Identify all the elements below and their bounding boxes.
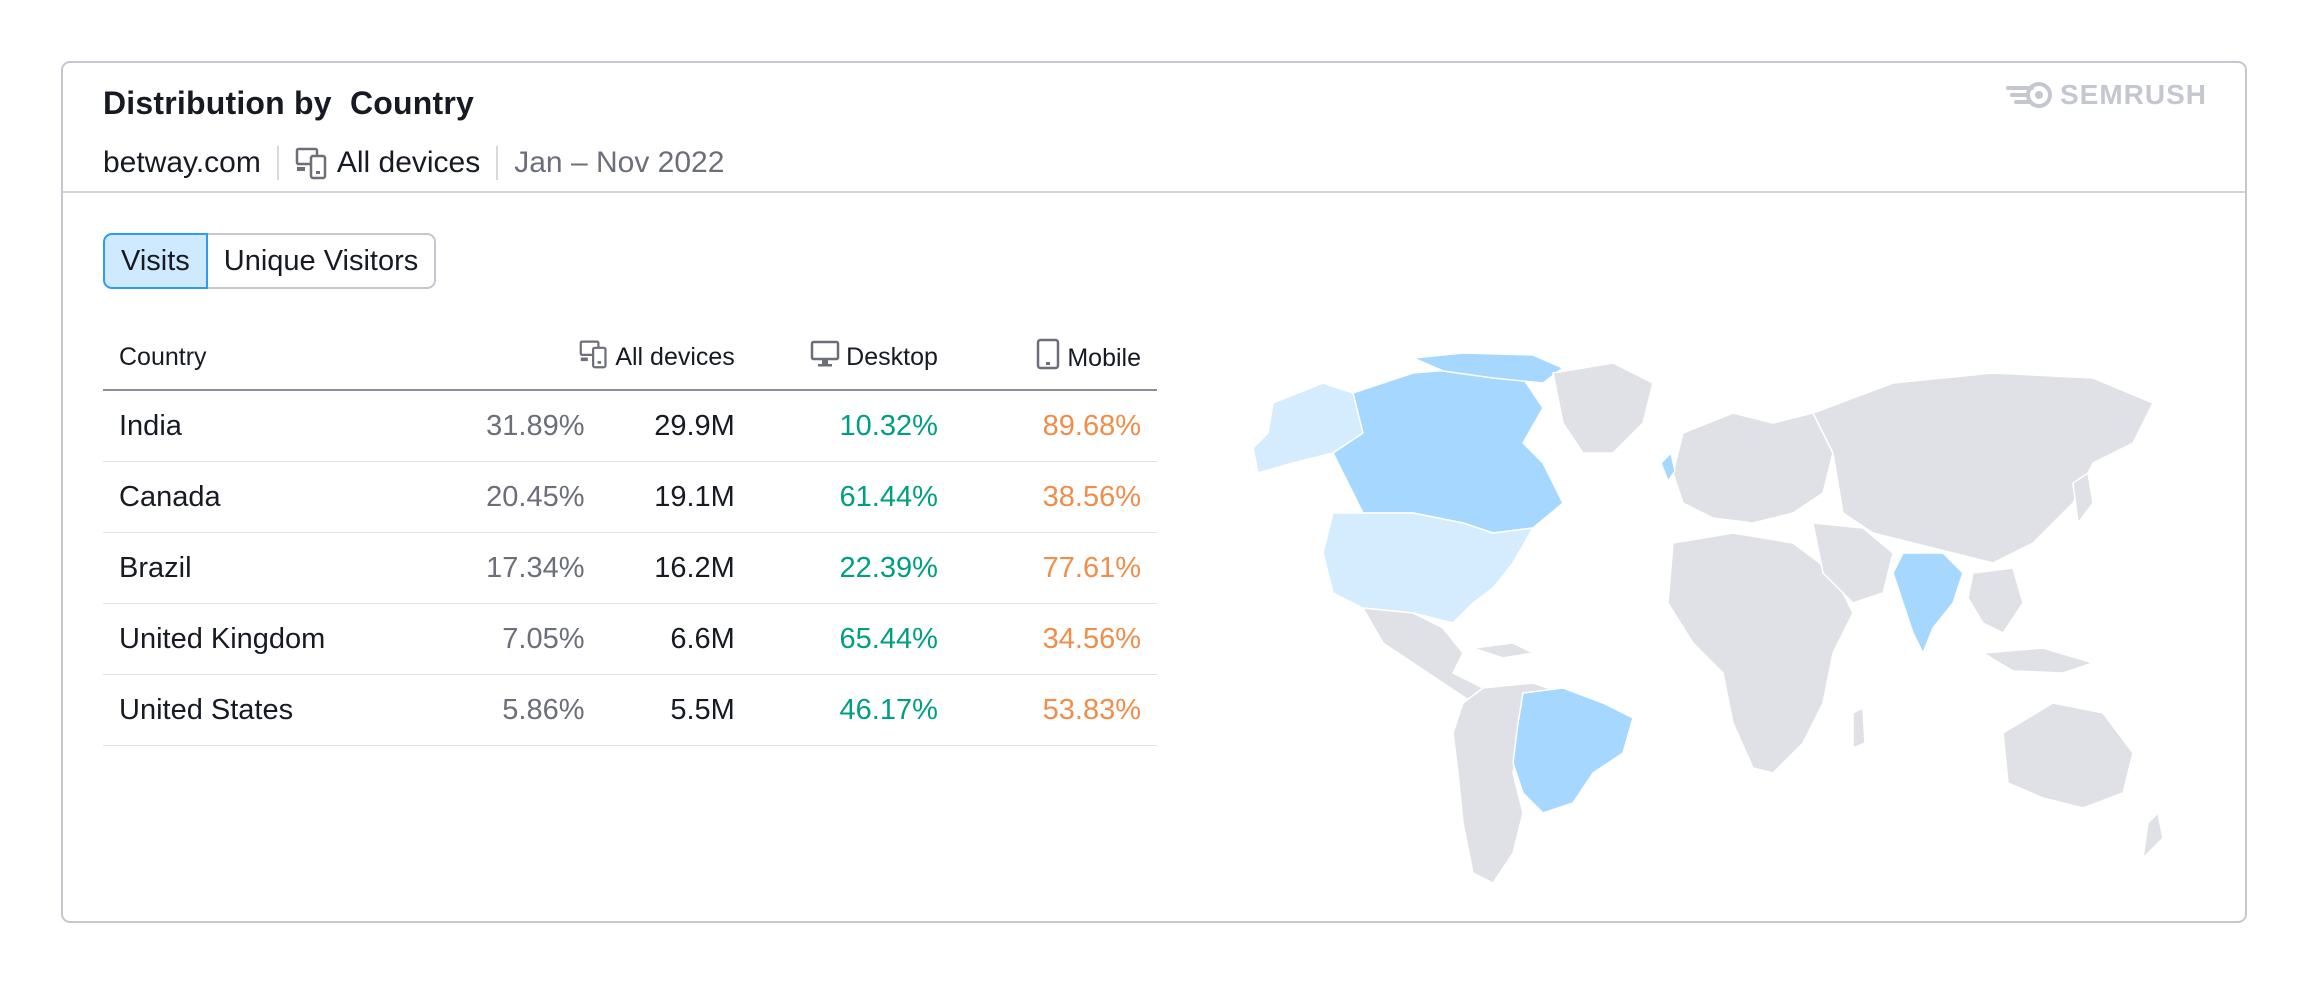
map-region-asia[interactable] — [1812, 372, 2154, 564]
table-header-row: Country All devices — [103, 325, 1157, 391]
table-row[interactable]: United Kingdom 7.05% 6.6M 65.44% 34.56% — [103, 603, 1157, 675]
domain-label: betway.com — [103, 146, 261, 179]
map-region-africa[interactable] — [1667, 532, 1854, 774]
traffic-share: 17.34% — [438, 532, 601, 604]
column-header-mobile[interactable]: Mobile — [953, 325, 1157, 391]
column-header-all-devices-label: All devices — [615, 342, 735, 371]
visits-count: 6.6M — [600, 603, 751, 675]
traffic-share: 5.86% — [438, 674, 601, 746]
map-region-indonesia[interactable] — [1982, 647, 2094, 674]
map-region-canada[interactable] — [1332, 367, 1564, 534]
header-divider — [63, 191, 2245, 193]
desktop-icon — [810, 339, 840, 376]
devices-icon — [295, 146, 329, 180]
map-region-india[interactable] — [1892, 552, 1964, 654]
country-name[interactable]: United States — [103, 674, 439, 746]
map-region-southeast-asia[interactable] — [1967, 567, 2024, 634]
visits-count: 16.2M — [600, 532, 751, 604]
mobile-share: 34.56% — [953, 603, 1157, 675]
traffic-share: 7.05% — [438, 603, 601, 675]
country-name[interactable]: United Kingdom — [103, 603, 439, 675]
map-region-greenland[interactable] — [1552, 362, 1654, 454]
country-name[interactable]: India — [103, 390, 439, 462]
mobile-icon — [1035, 338, 1061, 377]
desktop-share: 46.17% — [750, 674, 954, 746]
separator — [276, 146, 279, 180]
metric-tabs: Visits Unique Visitors — [103, 233, 437, 289]
column-header-desktop[interactable]: Desktop — [750, 325, 954, 391]
column-header-all-devices[interactable]: All devices — [438, 325, 751, 391]
column-header-desktop-label: Desktop — [846, 342, 938, 371]
mobile-share: 89.68% — [953, 390, 1157, 462]
country-name[interactable]: Canada — [103, 461, 439, 533]
mobile-share: 53.83% — [953, 674, 1157, 746]
desktop-share: 10.32% — [750, 390, 954, 462]
map-region-central-america[interactable] — [1362, 607, 1494, 709]
tab-unique-visitors[interactable]: Unique Visitors — [205, 233, 437, 289]
table-row[interactable]: United States 5.86% 5.5M 46.17% 53.83% — [103, 674, 1157, 746]
column-header-country[interactable]: Country — [103, 325, 439, 391]
logo-text: SEMRUSH — [2059, 79, 2207, 110]
column-header-mobile-label: Mobile — [1067, 343, 1141, 372]
table-row[interactable]: Canada 20.45% 19.1M 61.44% 38.56% — [103, 461, 1157, 533]
mobile-share: 77.61% — [953, 532, 1157, 604]
map-region-australia[interactable] — [2002, 702, 2134, 809]
traffic-share: 20.45% — [438, 461, 601, 533]
map-region-middle-east[interactable] — [1812, 522, 1894, 604]
world-map — [1252, 353, 2164, 884]
visits-count: 5.5M — [600, 674, 751, 746]
visits-count: 19.1M — [600, 461, 751, 533]
map-region-new-zealand[interactable] — [2142, 812, 2164, 859]
map-region-japan[interactable] — [2072, 472, 2094, 524]
report-subtitle: betway.com All devices Jan – Nov 2022 — [103, 143, 724, 183]
desktop-share: 22.39% — [750, 532, 954, 604]
table-row[interactable]: India 31.89% 29.9M 10.32% 89.68% — [103, 390, 1157, 462]
card-title: Distribution by Country — [103, 85, 475, 121]
semrush-logo: SEMRUSH — [2005, 79, 2207, 111]
table-row[interactable]: Brazil 17.34% 16.2M 22.39% 77.61% — [103, 532, 1157, 604]
semrush-logo-icon — [2005, 82, 2052, 108]
map-region-caribbean[interactable] — [1472, 642, 1534, 659]
country-name[interactable]: Brazil — [103, 532, 439, 604]
mobile-share: 38.56% — [953, 461, 1157, 533]
distribution-card: Distribution by Country SEMRUSH betway.c… — [61, 61, 2247, 923]
map-region-united-kingdom[interactable] — [1660, 452, 1676, 482]
map-region-united-states[interactable] — [1322, 512, 1534, 624]
traffic-share: 31.89% — [438, 390, 601, 462]
separator — [496, 146, 499, 180]
visits-count: 29.9M — [600, 390, 751, 462]
map-region-europe[interactable] — [1672, 412, 1834, 524]
country-table: Country All devices — [103, 325, 1157, 746]
tab-visits[interactable]: Visits — [103, 233, 208, 289]
date-range: Jan – Nov 2022 — [514, 146, 725, 179]
desktop-share: 61.44% — [750, 461, 954, 533]
desktop-share: 65.44% — [750, 603, 954, 675]
map-region-madagascar[interactable] — [1852, 707, 1866, 749]
devices-icon — [579, 339, 609, 376]
devices-filter[interactable]: All devices — [336, 146, 481, 179]
map-region-brazil[interactable] — [1512, 687, 1634, 814]
